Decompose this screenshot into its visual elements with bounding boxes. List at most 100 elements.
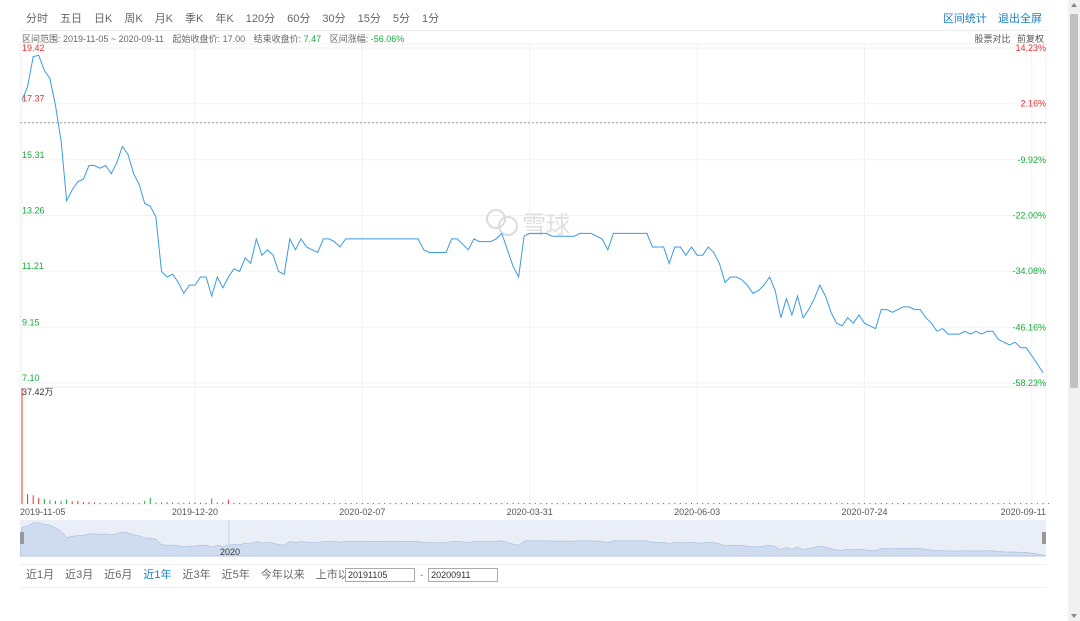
volume-bar: [116, 502, 118, 504]
volume-bar: [880, 503, 882, 504]
volume-bar: [891, 503, 893, 504]
range-tab-3m[interactable]: 近3月: [65, 569, 94, 581]
period-tab-12[interactable]: 5分: [392, 13, 410, 25]
period-tab-7[interactable]: 年K: [215, 13, 234, 25]
start-date-input[interactable]: [345, 568, 415, 582]
scroll-up-arrow-icon[interactable]: [1071, 3, 1077, 7]
volume-bar: [724, 503, 726, 504]
volume-bar: [88, 502, 90, 504]
price-series-line: [21, 54, 1044, 374]
volume-bar: [1020, 503, 1022, 504]
date-tick-label: 2020-09-11: [1001, 507, 1046, 517]
volume-bar: [652, 503, 653, 504]
range-info: 区间范围: 2019-11-05 ~ 2020-09-11 起始收盘价: 17.…: [22, 32, 410, 45]
volume-bar: [283, 503, 285, 504]
period-tab-8[interactable]: 120分: [245, 13, 276, 25]
date-axis: 2019-11-05 2019-12-20 2020-02-07 2020-03-31…: [20, 507, 1046, 517]
volume-bar: [852, 503, 854, 504]
volume-bar: [612, 503, 614, 504]
volume-bar: [590, 503, 592, 504]
range-tab-5y[interactable]: 近5年: [221, 569, 250, 581]
volume-bar: [400, 503, 402, 504]
period-tab-6[interactable]: 季K: [185, 13, 204, 25]
period-tabs: 分时 五日 日K 周K 月K 季K 年K 120分 60分 30分 15分 5分…: [24, 8, 449, 30]
scroll-thumb[interactable]: [1070, 14, 1078, 388]
range-navigator: 2020: [19, 520, 1047, 557]
volume-bar: [462, 503, 464, 504]
volume-bar: [718, 503, 720, 504]
stock-compare-button[interactable]: 股票对比: [974, 34, 1011, 44]
end-price-value: 7.47: [303, 34, 322, 44]
range-tab-6m[interactable]: 近6月: [104, 569, 133, 581]
volume-bar: [573, 503, 575, 504]
range-tab-ytd[interactable]: 今年以来: [260, 569, 305, 581]
period-tab-4[interactable]: 周K: [124, 13, 143, 25]
volume-bar: [551, 503, 553, 504]
volume-bar: [568, 503, 570, 504]
compare-controls: 股票对比 前复权: [970, 32, 1044, 45]
volume-bar: [99, 502, 101, 504]
volume-bar: [618, 503, 620, 504]
change-label: 区间涨幅:: [329, 34, 369, 44]
volume-bar: [562, 503, 564, 504]
period-tab-13[interactable]: 1分: [421, 13, 440, 25]
volume-bar: [239, 503, 241, 504]
volume-bar: [451, 503, 453, 504]
volume-bar: [518, 503, 520, 504]
volume-bar: [930, 503, 932, 504]
volume-bar: [423, 503, 425, 504]
interval-stats-link[interactable]: 区间统计: [942, 13, 987, 25]
volume-bar: [149, 497, 151, 504]
volume-bar: [479, 503, 480, 504]
period-tab-3[interactable]: 日K: [94, 13, 113, 25]
page-scrollbar[interactable]: [1068, 0, 1080, 621]
volume-bar: [82, 502, 84, 504]
period-tab-2[interactable]: 五日: [60, 13, 82, 25]
range-label: 区间范围:: [22, 34, 61, 44]
exit-fullscreen-link[interactable]: 退出全屏: [998, 13, 1042, 25]
period-tab-1[interactable]: 分时: [26, 13, 48, 25]
volume-bar: [523, 503, 525, 504]
period-tab-5[interactable]: 月K: [154, 13, 174, 25]
range-tab-1m[interactable]: 近1月: [26, 569, 55, 581]
volume-bar: [713, 503, 715, 504]
volume-bar: [830, 503, 832, 504]
price-tick-label: 7.10: [22, 373, 40, 383]
volume-bar: [663, 503, 665, 504]
navigator-handle-left[interactable]: [20, 532, 24, 544]
volume-bar: [919, 503, 921, 504]
volume-bar: [668, 503, 670, 504]
date-tick-label: 2020-03-31: [507, 507, 553, 517]
volume-bar: [908, 503, 910, 504]
percent-tick-label: -22.00%: [1012, 211, 1046, 221]
volume-bar: [914, 503, 916, 504]
volume-bar: [758, 503, 759, 504]
volume-bar: [144, 500, 146, 504]
end-date-input[interactable]: [428, 568, 499, 582]
navigator-year-label: 2020: [220, 547, 240, 557]
volume-bar: [785, 503, 787, 504]
volume-bar: [981, 503, 983, 504]
price-chart[interactable]: 雪球 19.42 17.37 15.31 13.26 11.21 9.15 7.10 14.…: [0, 0, 1068, 562]
period-tab-9[interactable]: 60分: [287, 13, 311, 25]
volume-bar: [702, 503, 704, 504]
volume-bar: [696, 503, 698, 504]
volume-bar: [467, 503, 469, 504]
volume-bar: [808, 503, 810, 504]
navigator-handle-right[interactable]: [1042, 532, 1046, 544]
range-tab-1y[interactable]: 近1年: [143, 569, 172, 581]
volume-bar: [841, 503, 843, 504]
price-tick-label: 15.31: [22, 150, 45, 160]
volume-bar: [49, 500, 51, 504]
scroll-down-arrow-icon[interactable]: [1071, 614, 1077, 618]
volume-bar: [942, 503, 944, 504]
adjust-button[interactable]: 前复权: [1016, 34, 1044, 44]
volume-bar: [350, 503, 352, 504]
period-tab-10[interactable]: 30分: [322, 13, 346, 25]
volume-bar: [601, 503, 603, 504]
volume-bar: [964, 503, 966, 504]
range-tab-3y[interactable]: 近3年: [182, 569, 211, 581]
volume-bar: [936, 503, 938, 504]
period-tab-11[interactable]: 15分: [357, 13, 381, 25]
price-tick-label: 13.26: [22, 206, 45, 216]
